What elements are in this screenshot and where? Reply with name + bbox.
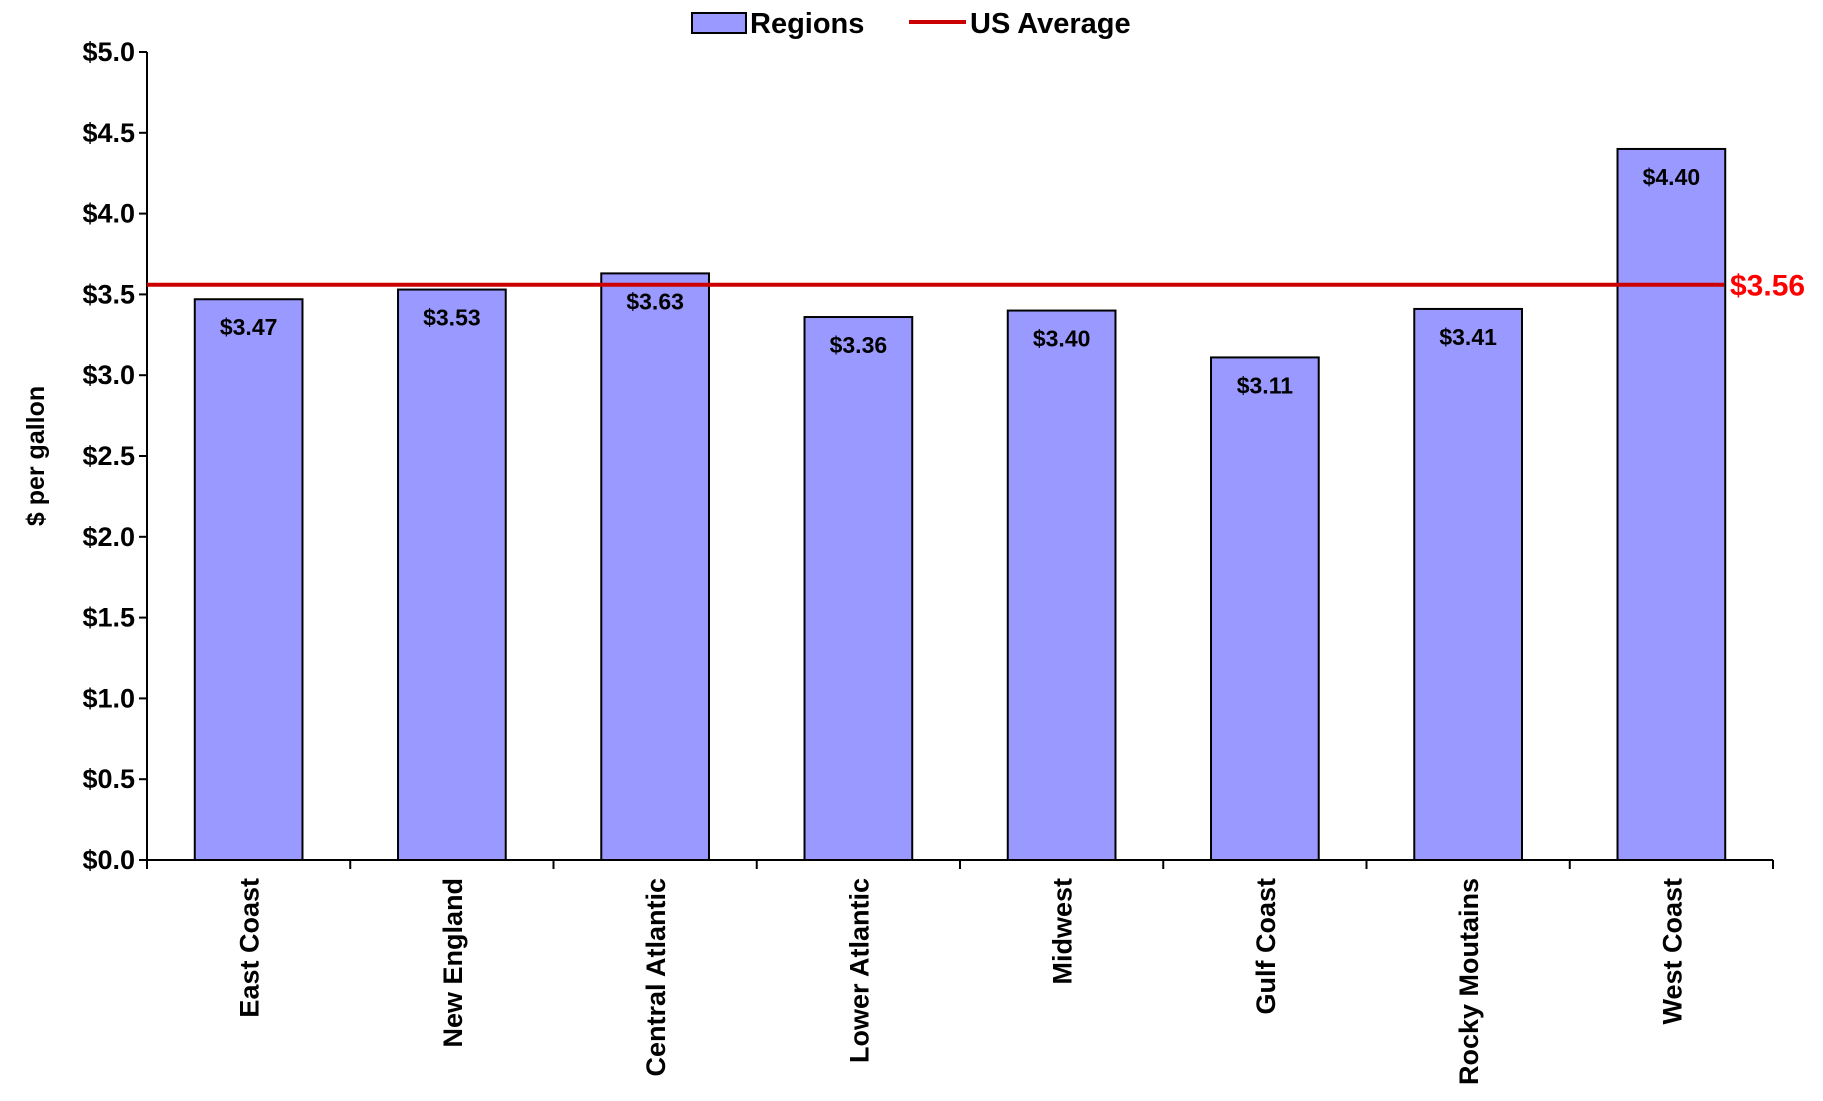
bar [193, 298, 304, 861]
y-tick-label: $3.5 [82, 279, 135, 309]
bar-value-label: $4.40 [1643, 164, 1701, 190]
category-label: Central Atlantic [641, 878, 671, 1077]
bar-series-regions: $3.47 $3.53 $3.63 $3.36 $3.40 $3.11 $3.41 $4.40 [193, 147, 1727, 862]
bar-value-label: $3.41 [1439, 324, 1497, 350]
category-label: New England [438, 878, 468, 1048]
bar [1413, 307, 1523, 862]
x-axis-labels: East Coast New England Central Atlantic Low… [146, 860, 1774, 1085]
bar-value-label: $3.47 [220, 314, 278, 340]
us-average-value-label: $3.56 [1730, 270, 1805, 303]
category-label: Lower Atlantic [844, 878, 874, 1063]
bar-value-label: $3.63 [626, 288, 684, 314]
category-label: East Coast [235, 878, 265, 1018]
y-tick-label: $1.0 [82, 683, 135, 713]
bar [1210, 356, 1320, 861]
category-label: West Coast [1657, 878, 1687, 1025]
category-label: Gulf Coast [1251, 878, 1281, 1015]
bar-value-label: $3.53 [423, 305, 481, 331]
y-tick-label: $2.0 [82, 522, 135, 552]
legend-regions-label: Regions [750, 8, 864, 40]
y-axis-title: $ per gallon [22, 386, 50, 526]
axes [146, 52, 1773, 861]
category-label: Midwest [1048, 878, 1078, 985]
bar-value-label: $3.36 [830, 332, 888, 358]
bar [1616, 147, 1727, 861]
y-tick-label: $0.0 [82, 845, 135, 875]
y-tick-label: $0.5 [82, 764, 135, 794]
bar [397, 288, 507, 861]
y-tick-label: $3.0 [82, 360, 135, 390]
y-axis-ticks: $0.0 $0.5 $1.0 $1.5 $2.0 $2.5 $3.0 $3.5 $4.0 $4.5… [82, 37, 147, 875]
bar [600, 272, 710, 861]
bar-value-label: $3.11 [1237, 372, 1293, 398]
legend-us-average-label: US Average [970, 8, 1131, 40]
category-label: Rocky Moutains [1454, 878, 1484, 1085]
bar [803, 316, 914, 861]
y-tick-label: $4.0 [82, 199, 135, 229]
legend: Regions US Average [691, 8, 1131, 40]
bar [1006, 309, 1117, 861]
y-tick-label: $2.5 [82, 441, 135, 471]
y-tick-label: $5.0 [82, 37, 135, 67]
y-tick-label: $4.5 [82, 118, 135, 148]
y-tick-label: $1.5 [82, 603, 135, 633]
bar-value-label: $3.40 [1033, 326, 1091, 352]
legend-regions-swatch [691, 12, 747, 34]
